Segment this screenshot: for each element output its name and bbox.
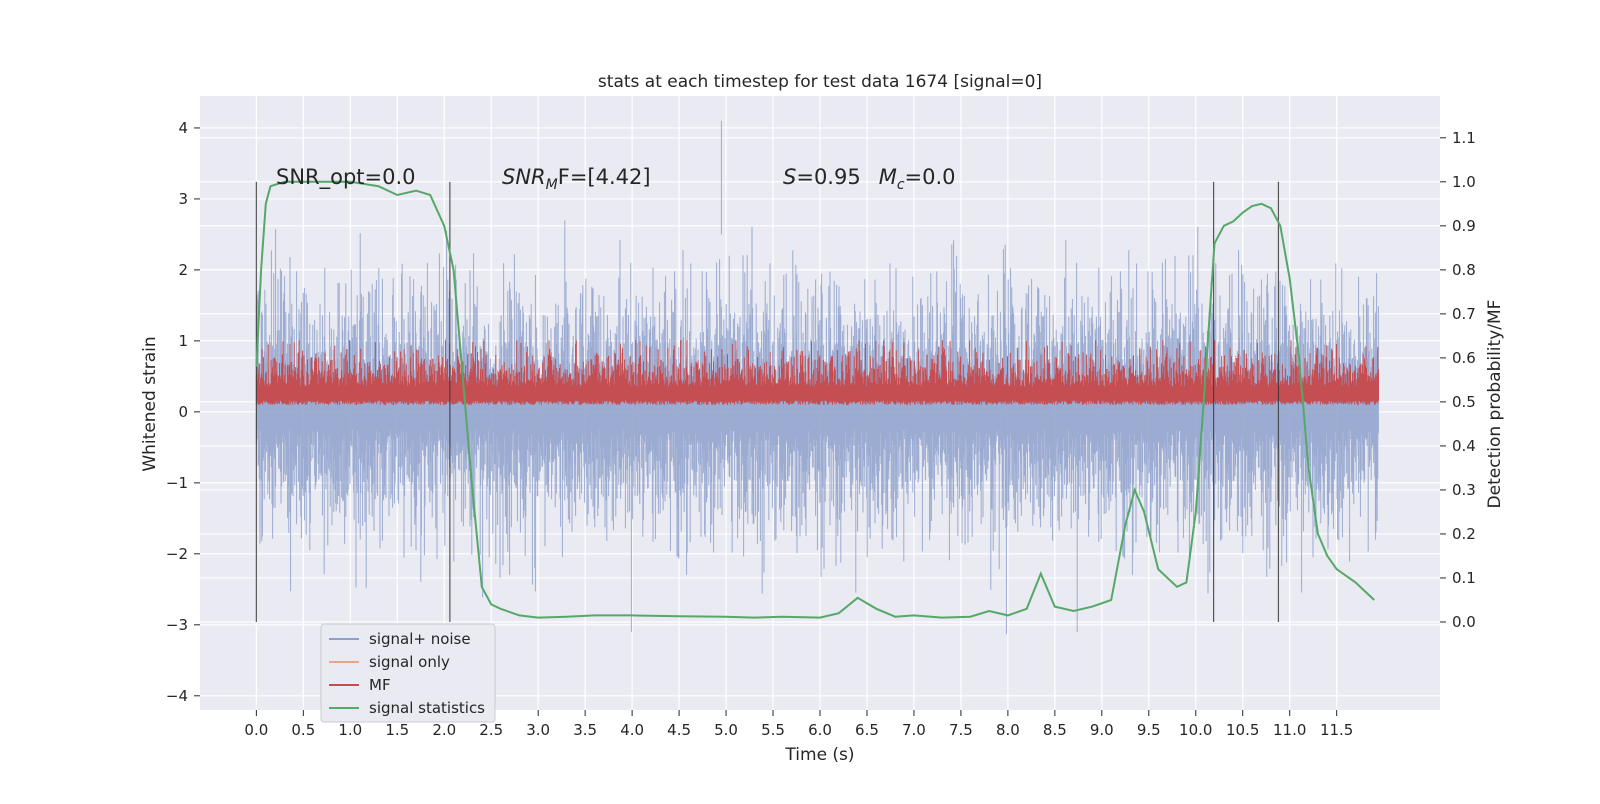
x-tick-label: 10.0	[1179, 721, 1212, 739]
y-right-tick-label: 0.4	[1452, 437, 1476, 455]
x-tick-label: 8.0	[996, 721, 1020, 739]
x-tick-label: 3.5	[573, 721, 597, 739]
chart-title: stats at each timestep for test data 167…	[598, 72, 1042, 92]
legend-label-mf: MF	[369, 676, 391, 694]
x-tick-label: 9.5	[1137, 721, 1161, 739]
annotation-snr-opt: SNR_opt=0.0	[276, 165, 416, 190]
legend-label-signal-noise: signal+ noise	[369, 630, 471, 648]
x-tick-label: 8.5	[1043, 721, 1067, 739]
legend: signal+ noise signal only MF signal stat…	[320, 623, 496, 723]
x-tick-label: 7.0	[902, 721, 926, 739]
x-tick-label: 2.0	[432, 721, 456, 739]
y-right-tick-label: 0.7	[1452, 305, 1476, 323]
x-axis-label: Time (s)	[784, 745, 854, 765]
annotation-s-mc: S=0.95 Mc=0.0	[783, 165, 956, 193]
y-right-tick-label: 0.1	[1452, 569, 1476, 587]
x-tick-label: 9.0	[1090, 721, 1114, 739]
y-tick-label: 3	[178, 190, 188, 208]
annotation-snr-mf: SNRMF=[4.42]	[502, 165, 651, 193]
y-tick-label: 1	[178, 332, 188, 350]
y-right-tick-label: 1.0	[1452, 173, 1476, 191]
x-tick-label: 1.0	[338, 721, 362, 739]
x-tick-label: 5.5	[761, 721, 785, 739]
y-right-tick-label: 0.5	[1452, 393, 1476, 411]
y-right-tick-label: 0.6	[1452, 349, 1476, 367]
y-right-tick-label: 1.1	[1452, 129, 1476, 147]
x-tick-label: 4.5	[667, 721, 691, 739]
axis-ticks: 0.0 0.5 1.0 1.5 2.0 2.5 3.0 3.5 4.0 4.5 5.0 5.5 6.0 6…	[166, 119, 1476, 739]
x-tick-label: 3.0	[526, 721, 550, 739]
y-tick-label: −2	[166, 545, 188, 563]
y-right-tick-label: 0.9	[1452, 217, 1476, 235]
x-tick-label: 11.0	[1273, 721, 1306, 739]
y-axis-right-label: Detection probability/MF	[1485, 300, 1505, 509]
y-axis-label: Whitened strain	[140, 336, 160, 471]
y-tick-label: −3	[166, 616, 188, 634]
y-right-tick-label: 0.2	[1452, 525, 1476, 543]
x-tick-label: 1.5	[385, 721, 409, 739]
x-tick-label: 7.5	[949, 721, 973, 739]
legend-label-signal-only: signal only	[369, 653, 450, 671]
x-tick-label: 2.5	[479, 721, 503, 739]
legend-label-signal-statistics: signal statistics	[369, 699, 485, 717]
y-tick-label: −4	[166, 687, 188, 705]
y-right-tick-label: 0.3	[1452, 481, 1476, 499]
x-tick-label: 0.5	[291, 721, 315, 739]
x-tick-label: 11.5	[1320, 721, 1353, 739]
y-tick-label: 2	[178, 261, 188, 279]
x-tick-label: 4.0	[620, 721, 644, 739]
x-tick-label: 10.5	[1226, 721, 1259, 739]
x-tick-label: 6.5	[855, 721, 879, 739]
series-signal-statistics	[255, 180, 1375, 619]
x-tick-label: 0.0	[244, 721, 268, 739]
x-tick-label: 6.0	[808, 721, 832, 739]
legend-box	[320, 623, 496, 723]
y-tick-label: −1	[166, 474, 188, 492]
y-right-tick-label: 0.0	[1452, 613, 1476, 631]
y-right-tick-label: 0.8	[1452, 261, 1476, 279]
y-tick-label: 4	[178, 119, 188, 137]
x-tick-label: 5.0	[714, 721, 738, 739]
y-tick-label: 0	[178, 403, 188, 421]
